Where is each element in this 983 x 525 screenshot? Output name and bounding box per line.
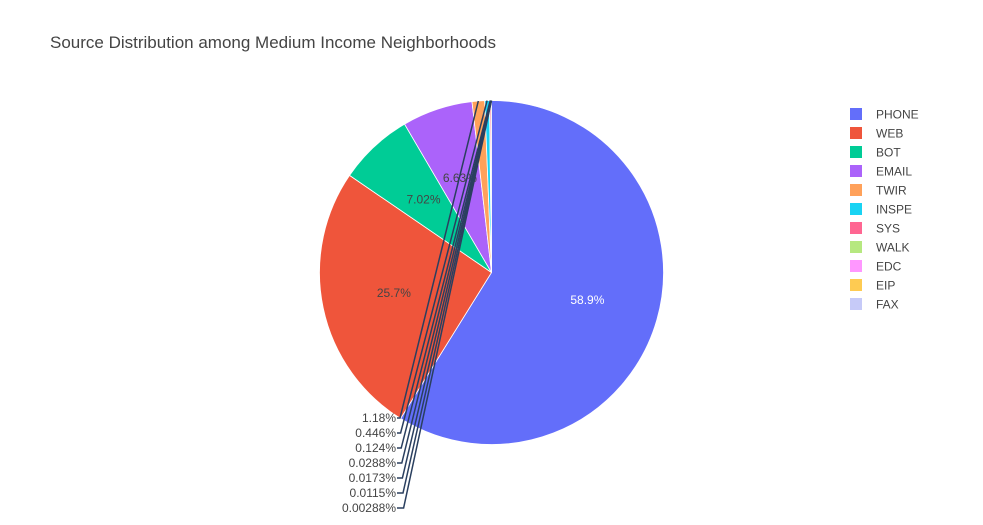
slice-label-phone: 58.9% <box>570 293 604 307</box>
legend-label: SYS <box>876 222 900 236</box>
legend: PHONE WEB BOT EMAIL TWIR INSPE SYS WALK EDC EIP FA… <box>850 108 919 312</box>
legend-label: INSPE <box>876 203 912 217</box>
leader-line-eip <box>397 100 493 494</box>
legend-label: FAX <box>876 298 899 312</box>
legend-item-phone[interactable]: PHONE <box>850 108 919 122</box>
legend-swatch <box>850 241 862 253</box>
slice-label-sys: 0.124% <box>355 441 396 455</box>
slice-label-web: 25.7% <box>377 286 411 300</box>
legend-swatch <box>850 165 862 177</box>
leader-line-twir <box>397 100 480 419</box>
legend-label: EDC <box>876 260 902 274</box>
slice-label-eip: 0.0115% <box>350 486 397 500</box>
legend-label: TWIR <box>876 184 907 198</box>
legend-item-web[interactable]: WEB <box>850 127 903 141</box>
legend-swatch <box>850 260 862 272</box>
legend-swatch <box>850 108 862 120</box>
legend-label: WEB <box>876 127 903 141</box>
legend-swatch <box>850 222 862 234</box>
pie-slices <box>319 100 664 445</box>
legend-swatch <box>850 298 862 310</box>
legend-item-inspe[interactable]: INSPE <box>850 203 912 217</box>
legend-swatch <box>850 279 862 291</box>
legend-label: EIP <box>876 279 895 293</box>
leader-line-inspe <box>397 100 488 434</box>
legend-item-edc[interactable]: EDC <box>850 260 902 274</box>
leader-line-fax <box>397 100 493 509</box>
slice-label-walk: 0.0288% <box>349 456 397 470</box>
legend-item-bot[interactable]: BOT <box>850 146 901 160</box>
legend-item-fax[interactable]: FAX <box>850 298 899 312</box>
legend-swatch <box>850 184 862 196</box>
leader-line-edc <box>397 100 493 479</box>
leader-line-sys <box>397 100 491 449</box>
legend-label: EMAIL <box>876 165 912 179</box>
pie-slice-phone[interactable] <box>400 100 664 445</box>
legend-item-twir[interactable]: TWIR <box>850 184 907 198</box>
pie-slice-web[interactable] <box>319 174 493 420</box>
chart-title: Source Distribution among Medium Income … <box>50 33 497 52</box>
pie-outside-labels: 1.18%0.446%0.124%0.0288%0.0173%0.0115%0.… <box>342 100 493 515</box>
legend-swatch <box>850 146 862 158</box>
legend-item-sys[interactable]: SYS <box>850 222 900 236</box>
legend-swatch <box>850 203 862 215</box>
slice-label-inspe: 0.446% <box>355 426 396 440</box>
legend-label: PHONE <box>876 108 919 122</box>
legend-label: WALK <box>876 241 910 255</box>
legend-item-email[interactable]: EMAIL <box>850 165 912 179</box>
legend-item-walk[interactable]: WALK <box>850 241 910 255</box>
slice-label-twir: 1.18% <box>362 411 396 425</box>
slice-label-bot: 7.02% <box>406 193 440 207</box>
legend-swatch <box>850 127 862 139</box>
legend-item-eip[interactable]: EIP <box>850 279 895 293</box>
slice-label-edc: 0.0173% <box>349 471 397 485</box>
slice-label-fax: 0.00288% <box>342 501 396 515</box>
leader-line-walk <box>397 100 492 464</box>
legend-label: BOT <box>876 146 901 160</box>
